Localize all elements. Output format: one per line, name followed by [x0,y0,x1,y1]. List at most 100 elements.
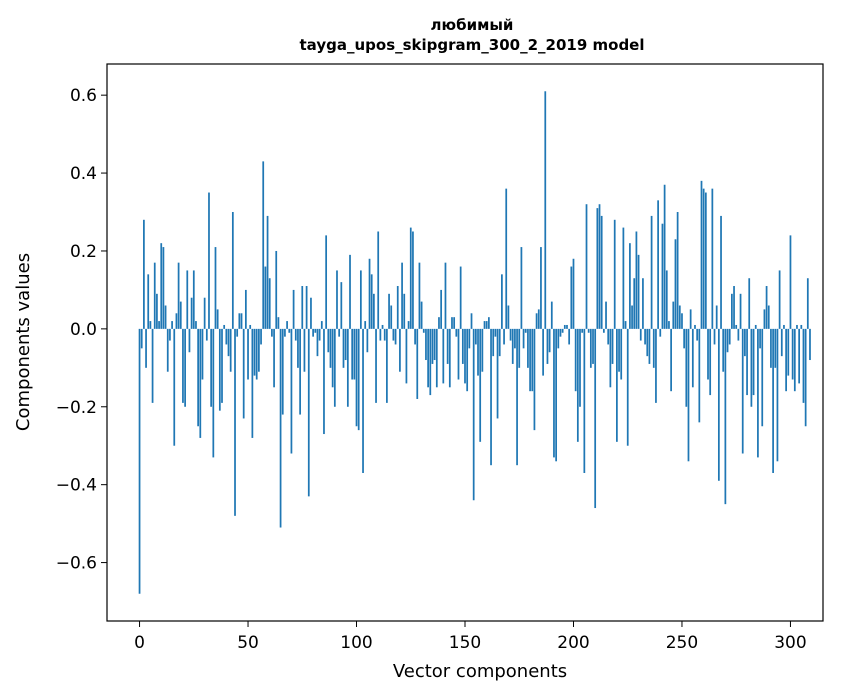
bar [242,328,245,419]
bar [320,321,323,329]
bar [210,328,213,407]
bar [659,328,662,337]
bar [297,328,299,368]
bar [731,293,733,329]
bar [294,328,297,341]
bar [518,328,521,368]
bar [741,328,744,454]
bar [238,313,241,329]
bar [149,321,152,329]
y-tick-label: 0.0 [70,320,97,340]
bar [284,328,286,337]
bar [717,328,720,481]
bar [427,328,429,388]
bar [399,328,401,372]
bar [691,328,694,388]
bar [533,328,536,431]
bar [687,328,690,462]
bar [702,188,705,329]
bar [550,301,553,329]
bar [583,328,586,473]
y-axis-label: Components values [13,253,34,431]
bar [357,328,360,431]
bar [331,328,334,388]
bar [151,328,154,403]
bar [587,328,590,333]
bar [425,328,427,361]
x-axis-ticks: 0 50 100 150 200 250 300 [134,621,807,653]
bar [772,328,774,473]
bar [507,305,510,329]
bar [704,192,707,329]
bar [557,328,560,349]
bar [594,328,597,509]
bar [221,328,223,403]
bar [524,328,527,333]
y-axis-ticks: −0.6 −0.4 −0.2 0.0 0.2 0.4 0.6 [56,86,107,574]
bar [516,328,518,466]
bar [570,266,573,329]
bar [429,328,432,396]
bar [624,321,627,329]
bar [618,328,620,372]
x-tick-label: 100 [340,633,372,653]
x-tick-label: 150 [449,633,481,653]
x-tick-label: 0 [134,633,145,653]
bar [522,328,525,349]
bar [681,313,683,329]
bar [542,328,544,376]
bar [407,321,410,329]
bar [166,328,169,372]
bar [349,254,351,329]
bar [616,328,618,442]
bar [498,328,501,357]
bar [338,328,341,337]
bar [184,328,186,407]
bar [264,266,267,329]
bar [544,91,547,329]
bar [316,328,319,357]
bar [362,328,364,473]
bar [329,328,332,368]
bar [203,297,206,329]
bar [208,192,210,329]
bar [488,317,490,329]
bar [490,328,492,466]
bar [258,328,260,372]
bar [754,324,757,329]
bar [806,278,809,329]
bar [314,328,317,333]
bar [459,266,462,329]
bar [318,328,321,341]
bar [249,324,252,329]
bar [433,328,436,361]
bar [639,328,642,341]
bar [438,317,440,329]
bar [377,231,380,329]
bar [405,328,408,384]
bar [446,328,449,364]
y-tick-label: 0.4 [70,164,97,184]
bar [566,324,568,329]
bar [416,328,419,399]
bar [652,328,655,368]
bar [227,328,230,357]
bar [752,328,755,396]
bar [501,274,503,329]
bar [663,184,666,329]
bar [668,321,670,329]
bar [143,219,145,329]
x-axis-label: Vector components [393,661,567,682]
bar [472,328,475,501]
bar [162,247,165,329]
bar [707,328,709,380]
bar [346,328,349,407]
bar [783,324,785,329]
x-tick-label: 200 [557,633,589,653]
bar [474,328,477,345]
bar [444,262,447,329]
bar [388,293,390,329]
bar [802,328,805,403]
bar [192,270,195,329]
bar [420,301,423,329]
